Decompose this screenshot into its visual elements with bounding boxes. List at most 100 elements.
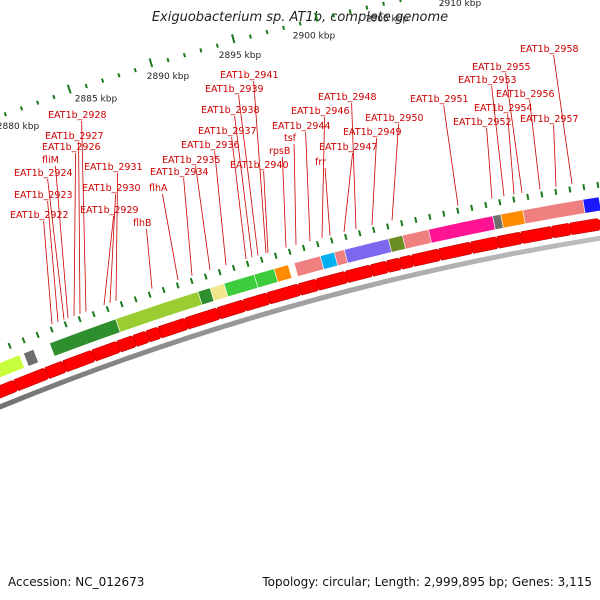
gene-label[interactable]: EAT1b_2923: [14, 190, 73, 201]
label-leader: [505, 72, 523, 193]
ruler-label: 2890 kbp: [147, 72, 190, 82]
gene-label[interactable]: EAT1b_2924: [14, 168, 73, 179]
gene-label[interactable]: EAT1b_2954: [474, 103, 533, 114]
cog-segment[interactable]: [273, 264, 293, 283]
gene-label[interactable]: tsf: [284, 133, 297, 144]
gene-label[interactable]: EAT1b_2940: [230, 160, 289, 171]
gene-label[interactable]: EAT1b_2930: [82, 183, 141, 194]
gene-label[interactable]: EAT1b_2948: [318, 92, 377, 103]
gene-label[interactable]: EAT1b_2956: [496, 89, 555, 100]
ruler-tick: [19, 106, 24, 111]
cog-segment[interactable]: [23, 349, 39, 367]
cog-track-layer: [0, 181, 600, 381]
gene-label[interactable]: EAT1b_2944: [272, 121, 331, 132]
cog-segment[interactable]: [500, 209, 526, 229]
ruler-tick: [117, 73, 121, 78]
track-tick: [596, 181, 600, 189]
gene-label[interactable]: EAT1b_2927: [45, 131, 104, 142]
label-leader: [293, 143, 297, 245]
gene-label[interactable]: EAT1b_2928: [48, 110, 107, 121]
label-leader: [507, 113, 515, 195]
track-tick: [35, 331, 40, 339]
gene-arrow[interactable]: [267, 283, 305, 305]
gene-label[interactable]: EAT1b_2958: [520, 44, 579, 55]
ruler-tick: [199, 48, 203, 53]
gene-label[interactable]: EAT1b_2931: [84, 162, 143, 173]
gene-arrow[interactable]: [569, 218, 600, 236]
gene-label[interactable]: EAT1b_2939: [205, 84, 264, 95]
gene-label[interactable]: fliM: [42, 155, 59, 166]
gene-label[interactable]: EAT1b_2949: [343, 127, 402, 138]
gene-label[interactable]: flhA: [149, 183, 168, 194]
gene-label[interactable]: EAT1b_2937: [198, 126, 257, 137]
gene-arrow[interactable]: [316, 271, 352, 291]
cog-segment[interactable]: [402, 229, 432, 250]
ruler-layer: 2880 kbp 2885 kbp 2890 kbp 2895 kbp 2900 kbp…: [0, 0, 481, 132]
ruler-tick: [148, 58, 154, 68]
label-leader: [238, 94, 259, 256]
gene-label[interactable]: EAT1b_2936: [181, 140, 240, 151]
gene-label[interactable]: EAT1b_2946: [291, 106, 350, 117]
label-leader: [183, 177, 193, 276]
label-leader: [553, 124, 557, 187]
gene-label[interactable]: EAT1b_2950: [365, 113, 424, 124]
gene-label[interactable]: EAT1b_2951: [410, 94, 469, 105]
cog-segment[interactable]: [293, 255, 325, 277]
ruler-tick: [332, 13, 335, 18]
ruler-tick: [298, 21, 302, 26]
label-leader: [553, 54, 573, 185]
track-tick: [161, 286, 166, 294]
label-leader: [73, 152, 76, 316]
label-leader: [81, 120, 87, 312]
gene-label[interactable]: EAT1b_2952: [453, 117, 512, 128]
ruler-tick: [399, 0, 402, 3]
ruler-tick: [84, 83, 88, 89]
gene-label[interactable]: EAT1b_2926: [42, 142, 101, 153]
track-tick: [554, 188, 558, 196]
gene-label[interactable]: EAT1b_2935: [162, 155, 221, 166]
track-tick: [330, 237, 334, 244]
label-leader: [391, 123, 399, 221]
track-tick: [386, 223, 390, 230]
ruler-tick: [365, 5, 369, 10]
ruler-tick: [215, 43, 219, 48]
cog-segment[interactable]: [223, 274, 259, 298]
ruler-label: 2885 kbp: [75, 95, 118, 105]
track-tick: [7, 342, 12, 350]
gene-arrow[interactable]: [520, 226, 558, 244]
gene-label[interactable]: EAT1b_2938: [201, 105, 260, 116]
cog-segment[interactable]: [253, 268, 279, 289]
gene-label[interactable]: EAT1b_2941: [220, 70, 279, 81]
cog-segment[interactable]: [522, 199, 586, 225]
gene-label[interactable]: EAT1b_2955: [472, 62, 531, 73]
gene-label[interactable]: EAT1b_2953: [458, 75, 517, 86]
track-tick: [147, 291, 152, 298]
track-tick: [21, 337, 26, 344]
label-leader: [491, 85, 505, 197]
cog-segment[interactable]: [343, 238, 392, 264]
gene-label[interactable]: EAT1b_2947: [319, 142, 378, 153]
track-tick: [358, 230, 362, 237]
ruler-tick: [166, 57, 170, 63]
label-leader: [486, 127, 493, 199]
gene-label[interactable]: flhB: [133, 218, 152, 229]
gene-label-layer: EAT1b_2922 EAT1b_2923 EAT1b_2924 fliM EAT1b_…: [10, 44, 579, 229]
gene-label[interactable]: frr: [315, 157, 326, 168]
track-tick: [273, 252, 278, 259]
ruler-tick: [231, 34, 236, 44]
gene-arrow[interactable]: [438, 241, 477, 261]
cog-segment[interactable]: [0, 354, 25, 381]
genome-backbone: [0, 235, 600, 410]
label-leader: [529, 99, 541, 190]
gene-label[interactable]: EAT1b_2934: [150, 167, 209, 178]
gene-label[interactable]: EAT1b_2957: [520, 114, 579, 125]
label-leader: [103, 215, 114, 306]
gene-label[interactable]: rpsB: [269, 146, 290, 157]
gene-label[interactable]: EAT1b_2922: [10, 210, 69, 221]
track-tick: [470, 204, 474, 211]
ruler-tick: [101, 78, 105, 83]
label-leader: [78, 141, 81, 314]
gene-label[interactable]: EAT1b_2929: [80, 205, 139, 216]
cog-segment[interactable]: [582, 196, 600, 214]
